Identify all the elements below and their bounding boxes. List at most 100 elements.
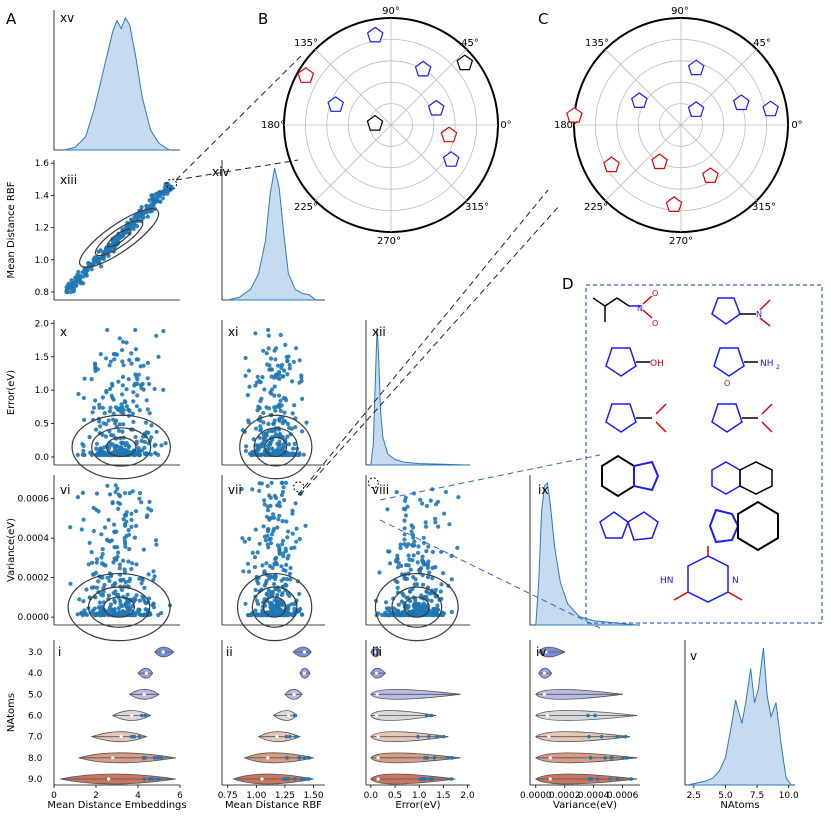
subplot-label: xiii — [60, 173, 77, 187]
scatter-point — [428, 498, 433, 503]
subplot-label: v — [690, 649, 697, 663]
scatter-point — [69, 284, 74, 289]
scatter-point — [139, 438, 144, 443]
scatter-point — [261, 444, 266, 449]
density-contour — [251, 586, 298, 628]
scatter-point — [149, 193, 154, 198]
y-tick-label: 1.5 — [35, 353, 49, 363]
atom-nh: N — [732, 576, 739, 586]
polar-spoke — [680, 124, 757, 201]
scatter-point — [256, 404, 261, 409]
outlier-point — [292, 777, 297, 781]
scatter-point — [95, 585, 100, 590]
x-tick-label: 0.5 — [388, 791, 402, 801]
scatter-point — [134, 404, 139, 409]
scatter-point — [76, 276, 81, 281]
scatter-point — [277, 513, 282, 518]
scatter-point — [100, 575, 105, 580]
outlier-point — [284, 734, 289, 739]
scatter-point — [86, 562, 91, 567]
scatter-point — [130, 411, 135, 416]
scatter-point — [380, 612, 385, 618]
polar-c-label-225: 225° — [584, 202, 608, 213]
scatter-point — [122, 513, 127, 518]
scatter-point — [395, 585, 400, 591]
x-axis-label: Error(eV) — [395, 800, 440, 811]
outlier-point — [302, 756, 307, 760]
scatter-point — [97, 402, 102, 407]
scatter-point — [285, 358, 290, 363]
y-tick-label: 0.0 — [35, 453, 50, 463]
scatter-point — [132, 596, 137, 601]
scatter-point — [287, 362, 292, 368]
violin-median — [130, 713, 134, 718]
scatter-point — [129, 361, 134, 366]
scatter-point — [293, 425, 298, 430]
scatter-point — [125, 599, 130, 604]
outlier-point — [615, 777, 620, 781]
scatter-point — [300, 429, 305, 434]
scatter-point — [284, 355, 289, 360]
scatter-point — [149, 202, 154, 207]
scatter-point — [100, 561, 105, 566]
scatter-point — [270, 387, 275, 392]
scatter-point — [436, 524, 441, 529]
polar-plot-b: 90° 45° 135° 180° 0° 225° 315° 270° — [261, 6, 512, 247]
scatter-point — [75, 612, 80, 617]
scatter-point — [258, 427, 264, 432]
y-tick-label: 9.0 — [28, 775, 43, 785]
scatter-point — [81, 448, 86, 453]
polar-molecule — [327, 96, 345, 112]
polar-molecule — [366, 26, 384, 43]
scatter-point — [126, 559, 131, 564]
scatter-point — [441, 571, 446, 576]
scatter-point — [257, 589, 262, 594]
scatter-point — [256, 444, 261, 449]
polar-molecule — [414, 60, 432, 77]
scatter-point — [394, 490, 399, 495]
scatter-point — [136, 446, 141, 451]
scatter-point — [143, 420, 149, 425]
scatter-point — [132, 221, 137, 226]
scatter-point — [75, 452, 80, 457]
scatter-point — [98, 352, 103, 357]
scatter-point — [96, 613, 101, 618]
scatter-point — [433, 502, 439, 507]
outlier-point — [446, 756, 450, 760]
scatter-point — [121, 363, 126, 368]
scatter-point — [275, 562, 280, 567]
scatter-point — [289, 426, 294, 431]
scatter-point — [243, 448, 248, 454]
scatter-point — [449, 553, 454, 559]
outlier-point — [621, 756, 625, 760]
violin-median — [542, 671, 547, 675]
scatter-point — [122, 567, 127, 572]
highlight-circle — [367, 477, 379, 489]
scatter-point — [129, 217, 134, 222]
scatter-point — [113, 489, 118, 495]
scatter-point — [119, 587, 125, 593]
scatter-point — [66, 283, 71, 288]
polar-spoke — [605, 124, 682, 201]
outlier-point — [425, 756, 429, 760]
scatter-point — [94, 427, 99, 432]
scatter-point — [107, 539, 112, 544]
scatter-point — [426, 544, 431, 549]
scatter-point — [297, 536, 302, 542]
scatter-point — [286, 612, 291, 617]
scatter-point — [120, 339, 126, 344]
scatter-point — [161, 329, 166, 334]
scatter-point — [411, 553, 416, 558]
scatter-point — [118, 577, 123, 583]
y-axis-label: NAtoms — [6, 693, 17, 732]
scatter-point — [138, 612, 143, 617]
x-axis-label: NAtoms — [720, 800, 759, 811]
scatter-point — [134, 593, 139, 598]
polar-b-label-180: 180° — [261, 120, 285, 131]
scatter-point — [283, 612, 288, 617]
panel-label-c: C — [538, 10, 548, 28]
scatter-point — [147, 411, 152, 416]
scatter-point — [265, 533, 270, 538]
x-tick-label: 0.0 — [364, 791, 379, 801]
scatter-point — [257, 435, 262, 440]
